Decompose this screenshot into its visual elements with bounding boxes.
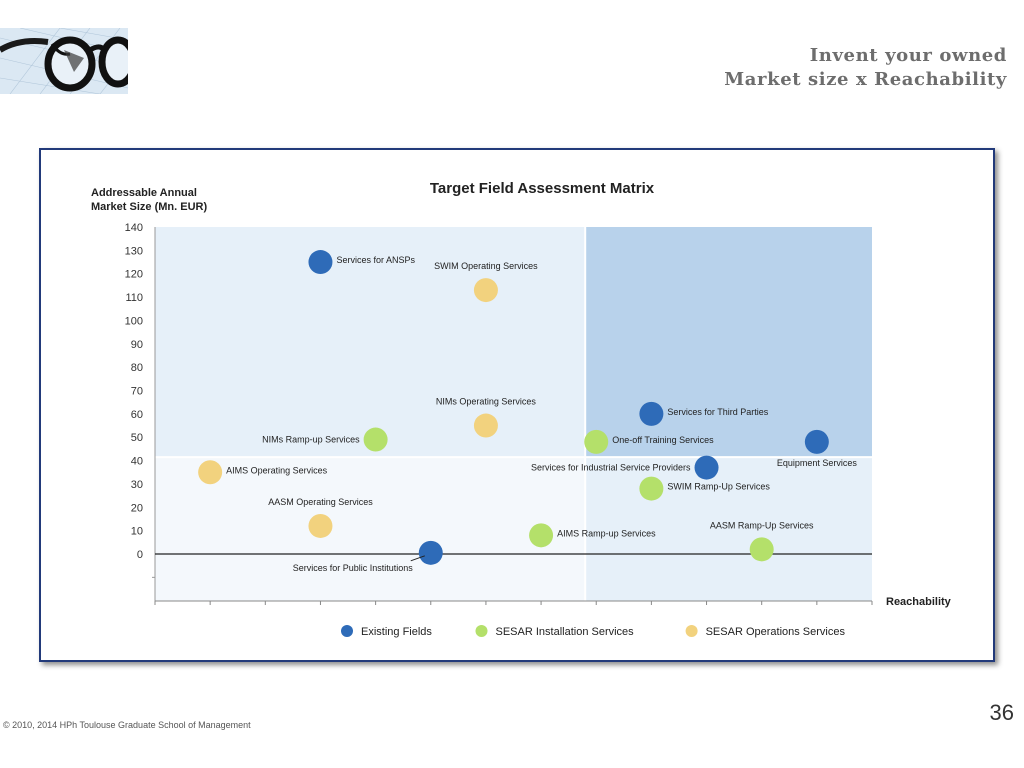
- legend-label: SESAR Installation Services: [496, 626, 635, 638]
- data-point: [529, 523, 554, 548]
- quadrant-top-right: [585, 227, 872, 458]
- data-point: [749, 537, 774, 562]
- data-point-label: AASM Operating Services: [268, 497, 373, 507]
- chart-title: Target Field Assessment Matrix: [430, 180, 655, 197]
- data-point: [363, 427, 388, 452]
- data-point: [639, 401, 664, 426]
- y-tick-label: 70: [131, 386, 143, 398]
- quadrant-top-left: [155, 227, 586, 458]
- x-axis-label: Reachability: [886, 596, 952, 608]
- data-point-label: SWIM Operating Services: [434, 261, 538, 271]
- y-tick-label: 80: [131, 362, 143, 374]
- quadrant-bottom-left: [155, 457, 586, 601]
- data-point-label: Services for Public Institutions: [293, 563, 414, 573]
- data-point: [473, 278, 498, 303]
- y-tick-label: 90: [131, 339, 143, 351]
- legend-label: Existing Fields: [361, 626, 432, 638]
- target-field-matrix-chart: Target Field Assessment Matrix Addressabl…: [91, 180, 952, 638]
- glasses-logo: [0, 27, 138, 95]
- page-number: 36: [989, 700, 1014, 725]
- slide-title: Invent your owned Market size x Reachabi…: [724, 44, 1007, 92]
- data-point-label: AIMS Operating Services: [226, 465, 328, 475]
- data-point-label: Equipment Services: [777, 458, 858, 468]
- data-point-label: NIMs Ramp-up Services: [262, 435, 360, 445]
- data-point: [198, 460, 223, 485]
- chart-frame: Target Field Assessment Matrix Addressabl…: [39, 148, 995, 662]
- label-leader-line: [410, 555, 425, 562]
- slide-title-line2: Market size x Reachability: [724, 69, 1007, 90]
- quadrant-bottom-right: [585, 457, 872, 601]
- y-tick-label: 50: [131, 432, 143, 444]
- data-point-label: AASM Ramp-Up Services: [710, 520, 814, 530]
- legend-marker: [685, 625, 698, 637]
- y-tick-label: 130: [125, 245, 143, 257]
- data-point-label: One-off Training Services: [612, 435, 714, 445]
- data-point: [308, 250, 333, 275]
- data-point-label: AIMS Ramp-up Services: [557, 528, 656, 538]
- y-tick-label: 30: [131, 479, 143, 491]
- data-point-label: Services for Third Parties: [667, 407, 768, 417]
- legend-marker: [341, 625, 353, 637]
- slide-title-line1: Invent your owned: [809, 45, 1007, 66]
- data-point-label: SWIM Ramp-Up Services: [667, 482, 770, 492]
- legend-marker: [475, 625, 488, 637]
- data-point-label: NIMs Operating Services: [436, 397, 537, 407]
- y-tick-label: 110: [125, 292, 143, 304]
- y-axis-label-line2: Market Size (Mn. EUR): [91, 201, 207, 213]
- data-point: [418, 540, 443, 565]
- y-tick-label: 20: [131, 502, 143, 514]
- y-tick-label: 60: [131, 409, 143, 421]
- y-tick-label: 120: [125, 269, 143, 281]
- legend-label: SESAR Operations Services: [706, 626, 846, 638]
- data-point: [308, 513, 333, 538]
- copyright-footer: © 2010, 2014 HPh Toulouse Graduate Schoo…: [3, 720, 251, 730]
- y-axis-label-line1: Addressable Annual: [91, 187, 197, 199]
- data-point-label: Services for ANSPs: [336, 255, 415, 265]
- data-point: [473, 413, 498, 438]
- data-point: [694, 455, 719, 480]
- y-tick-label: 10: [131, 526, 143, 538]
- y-tick-label: 40: [131, 456, 143, 468]
- data-point: [639, 476, 664, 501]
- y-tick-label: 140: [125, 222, 143, 234]
- y-tick-label: 0: [137, 549, 143, 561]
- data-point: [804, 429, 829, 454]
- data-point-label: Services for Industrial Service Provider…: [531, 463, 691, 473]
- y-tick-label: 100: [125, 315, 143, 327]
- data-point: [584, 429, 609, 454]
